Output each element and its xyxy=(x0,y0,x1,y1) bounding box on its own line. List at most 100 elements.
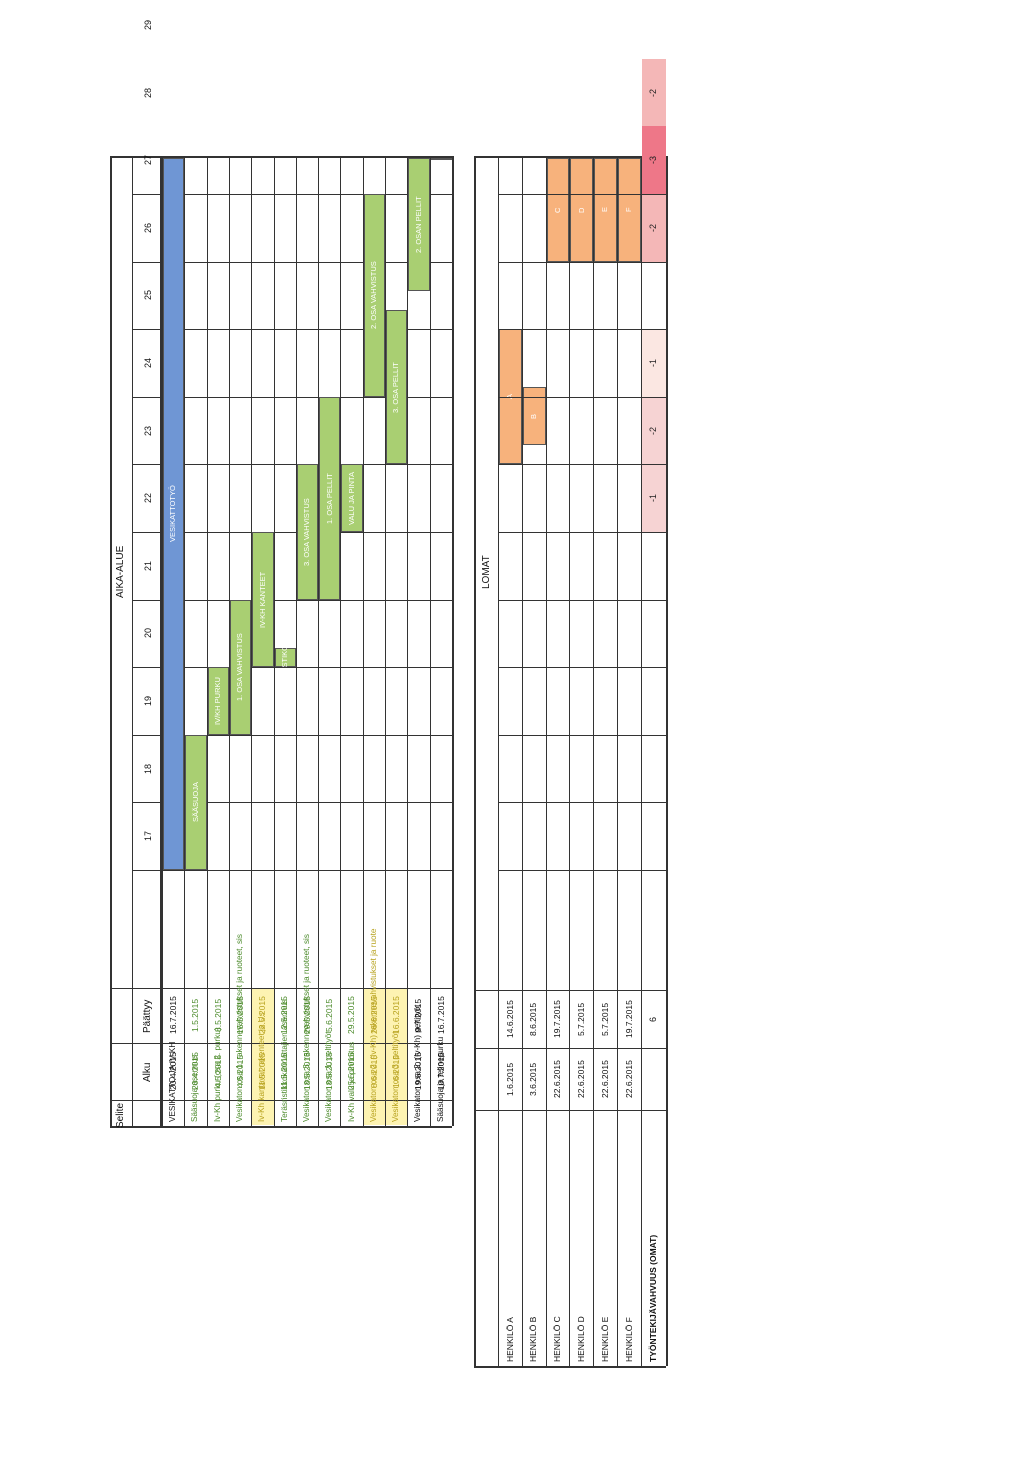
gantt-bar xyxy=(163,158,185,870)
holiday-bar-label: C xyxy=(552,207,562,213)
grid-line xyxy=(340,156,342,1126)
staffing-cell xyxy=(641,261,666,330)
gantt-bar-label: SÄÄSUOJA xyxy=(190,782,200,823)
grid-line xyxy=(132,261,452,263)
holiday-bar-label: B xyxy=(528,413,538,419)
week-number: 22 xyxy=(142,493,153,504)
holiday-start-date: 22.6.2015 xyxy=(623,1060,634,1098)
holiday-start-date: 22.6.2015 xyxy=(576,1060,587,1098)
grid-line xyxy=(132,532,452,533)
grid-line xyxy=(452,156,454,1126)
grid-line xyxy=(132,156,133,1126)
grid-line xyxy=(110,156,452,158)
staffing-value-total: 6 xyxy=(647,1016,658,1022)
grid-line xyxy=(498,156,499,1366)
task-end-date: 16.6.2015 xyxy=(390,996,401,1034)
staffing-cell xyxy=(641,329,666,397)
grid-line xyxy=(521,156,523,1366)
holiday-bar-label: F xyxy=(624,207,634,213)
grid-line xyxy=(452,156,453,1126)
gantt-bar-label: IV/KH PURKU xyxy=(213,677,223,725)
staffing-value: -1 xyxy=(647,494,658,503)
grid-line xyxy=(498,194,666,195)
week-number: 18 xyxy=(142,763,153,774)
staffing-value: -2 xyxy=(647,88,658,97)
grid-line xyxy=(498,802,666,804)
gantt-bar-label: SÄÄSUOJA xyxy=(436,102,446,143)
task-end-date: 29.5.2015 xyxy=(346,996,357,1034)
week-number: 28 xyxy=(142,87,153,98)
holiday-bar-label: D xyxy=(576,207,586,213)
task-start-date: 1.6.2015 xyxy=(390,1054,401,1088)
week-number: 23 xyxy=(142,425,153,436)
gantt-bar xyxy=(207,667,229,735)
person-label: HENKILÖ D xyxy=(576,1316,587,1362)
grid-line xyxy=(110,156,112,1126)
task-end-date: 9.7.2015 xyxy=(413,998,424,1032)
grid-line xyxy=(251,156,253,1126)
week-number: 20 xyxy=(142,628,153,639)
grid-line xyxy=(474,156,476,1366)
holiday-end-date: 14.6.2015 xyxy=(504,1000,515,1038)
grid-line xyxy=(474,1048,666,1049)
holiday-start-date: 1.6.2015 xyxy=(504,1062,515,1096)
grid-line xyxy=(407,156,409,1126)
grid-line xyxy=(273,156,275,1126)
week-number: 17 xyxy=(142,831,153,842)
grid-line xyxy=(640,156,642,1366)
grid-line xyxy=(132,870,452,871)
task-start-date: 11.5.2015 xyxy=(257,1052,268,1090)
task-end-date: 29.5.2015 xyxy=(301,996,312,1034)
task-start-date: 4.5.2015 xyxy=(212,1054,223,1088)
task-end-date: 15.5.2015 xyxy=(234,996,245,1034)
staffing-label: TYÖNTEKIJÄVAHVUUS (OMAT) xyxy=(648,1234,659,1362)
week-number: 27 xyxy=(142,155,153,166)
grid-line xyxy=(545,156,547,1366)
week-number: 29 xyxy=(142,19,153,30)
grid-line xyxy=(110,988,452,989)
gantt-bar xyxy=(430,158,452,160)
grid-line xyxy=(498,667,666,669)
grid-line xyxy=(110,1100,452,1101)
task-start-date: 18.5.2015 xyxy=(301,1052,312,1090)
grid-line xyxy=(569,156,571,1366)
grid-line xyxy=(617,156,618,1366)
grid-line xyxy=(160,156,162,1126)
holiday-bar xyxy=(594,158,617,262)
grid-line xyxy=(318,156,320,1126)
task-start-date: 19.6.2015 xyxy=(413,1052,424,1090)
staffing-value: -1 xyxy=(647,358,658,367)
grid-line xyxy=(132,329,452,331)
grid-line xyxy=(498,599,666,601)
header-paattyy: Päättyy xyxy=(142,999,153,1033)
holiday-end-date: 19.7.2015 xyxy=(552,1000,563,1038)
staffing-cell xyxy=(641,126,666,194)
grid-line xyxy=(498,329,666,331)
gantt-bar xyxy=(229,599,252,735)
gantt-bar-label: 3. OSA PELLIT xyxy=(391,361,401,413)
gantt-bar xyxy=(274,647,296,668)
gantt-bar xyxy=(296,464,319,600)
task-end-date: 16.7.2015 xyxy=(167,996,178,1034)
gantt-bar xyxy=(408,158,430,291)
task-end-date: 12.5.2015 xyxy=(279,996,290,1034)
grid-line xyxy=(498,870,666,871)
grid-line xyxy=(666,156,668,1366)
staffing-value: -3 xyxy=(647,156,658,165)
grid-line xyxy=(110,1043,452,1044)
gantt-bar xyxy=(252,532,274,668)
gantt-bar-label: 2. OSAN PELLIT xyxy=(413,195,423,253)
task-start-date: 20.4.2015 xyxy=(167,1052,178,1090)
person-label: HENKILÖ B xyxy=(528,1316,539,1362)
grid-line xyxy=(206,156,208,1126)
gantt-bar-label: VALU JA PINTA xyxy=(346,471,356,525)
grid-line xyxy=(132,734,452,736)
person-label: HENKILÖ A xyxy=(504,1317,515,1362)
gantt-bar-label: VESIKATTOTYÖ xyxy=(168,485,178,543)
person-label: HENKILÖ E xyxy=(599,1316,610,1362)
grid-line xyxy=(110,1126,452,1128)
gantt-bar-label: RISTIKOT xyxy=(279,640,289,675)
grid-line xyxy=(498,464,666,466)
task-end-date: 26.6.2015 xyxy=(368,996,379,1034)
